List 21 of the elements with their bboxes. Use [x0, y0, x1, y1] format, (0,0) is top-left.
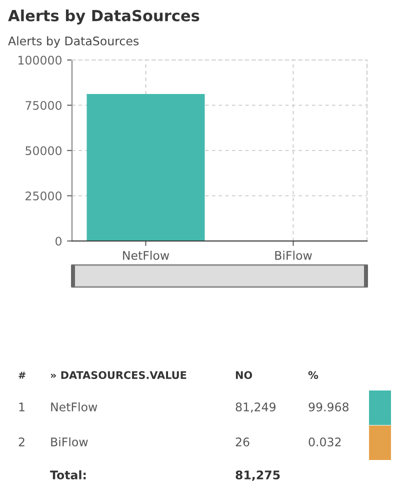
text: Total: [50, 470, 86, 480]
y-tick-label: 75000 [26, 100, 62, 110]
category-label: BiFlow [51, 437, 88, 446]
text: 2 [18, 437, 24, 446]
chart-title: Alerts by DataSources [8, 10, 200, 24]
text: 81,249 [236, 402, 276, 413]
text: 81,275 [236, 470, 280, 481]
text: NO [236, 371, 252, 380]
text: # [18, 372, 26, 379]
category-label: NetFlow [51, 402, 98, 412]
y-tick-label: 25000 [26, 191, 62, 200]
y-tick-label: 100000 [18, 56, 62, 65]
text: 0.032 [308, 437, 341, 446]
y-tick-label: 50000 [26, 146, 62, 156]
text: % [308, 371, 318, 380]
y-tick-label: 0 [56, 236, 62, 246]
text: » DATASOURCES.VALUE [50, 371, 186, 380]
text: 1 [19, 402, 24, 412]
text: 99.968 [308, 402, 348, 412]
chart-subtitle: Alerts by DataSources [8, 36, 139, 48]
text: 26 [236, 437, 250, 446]
